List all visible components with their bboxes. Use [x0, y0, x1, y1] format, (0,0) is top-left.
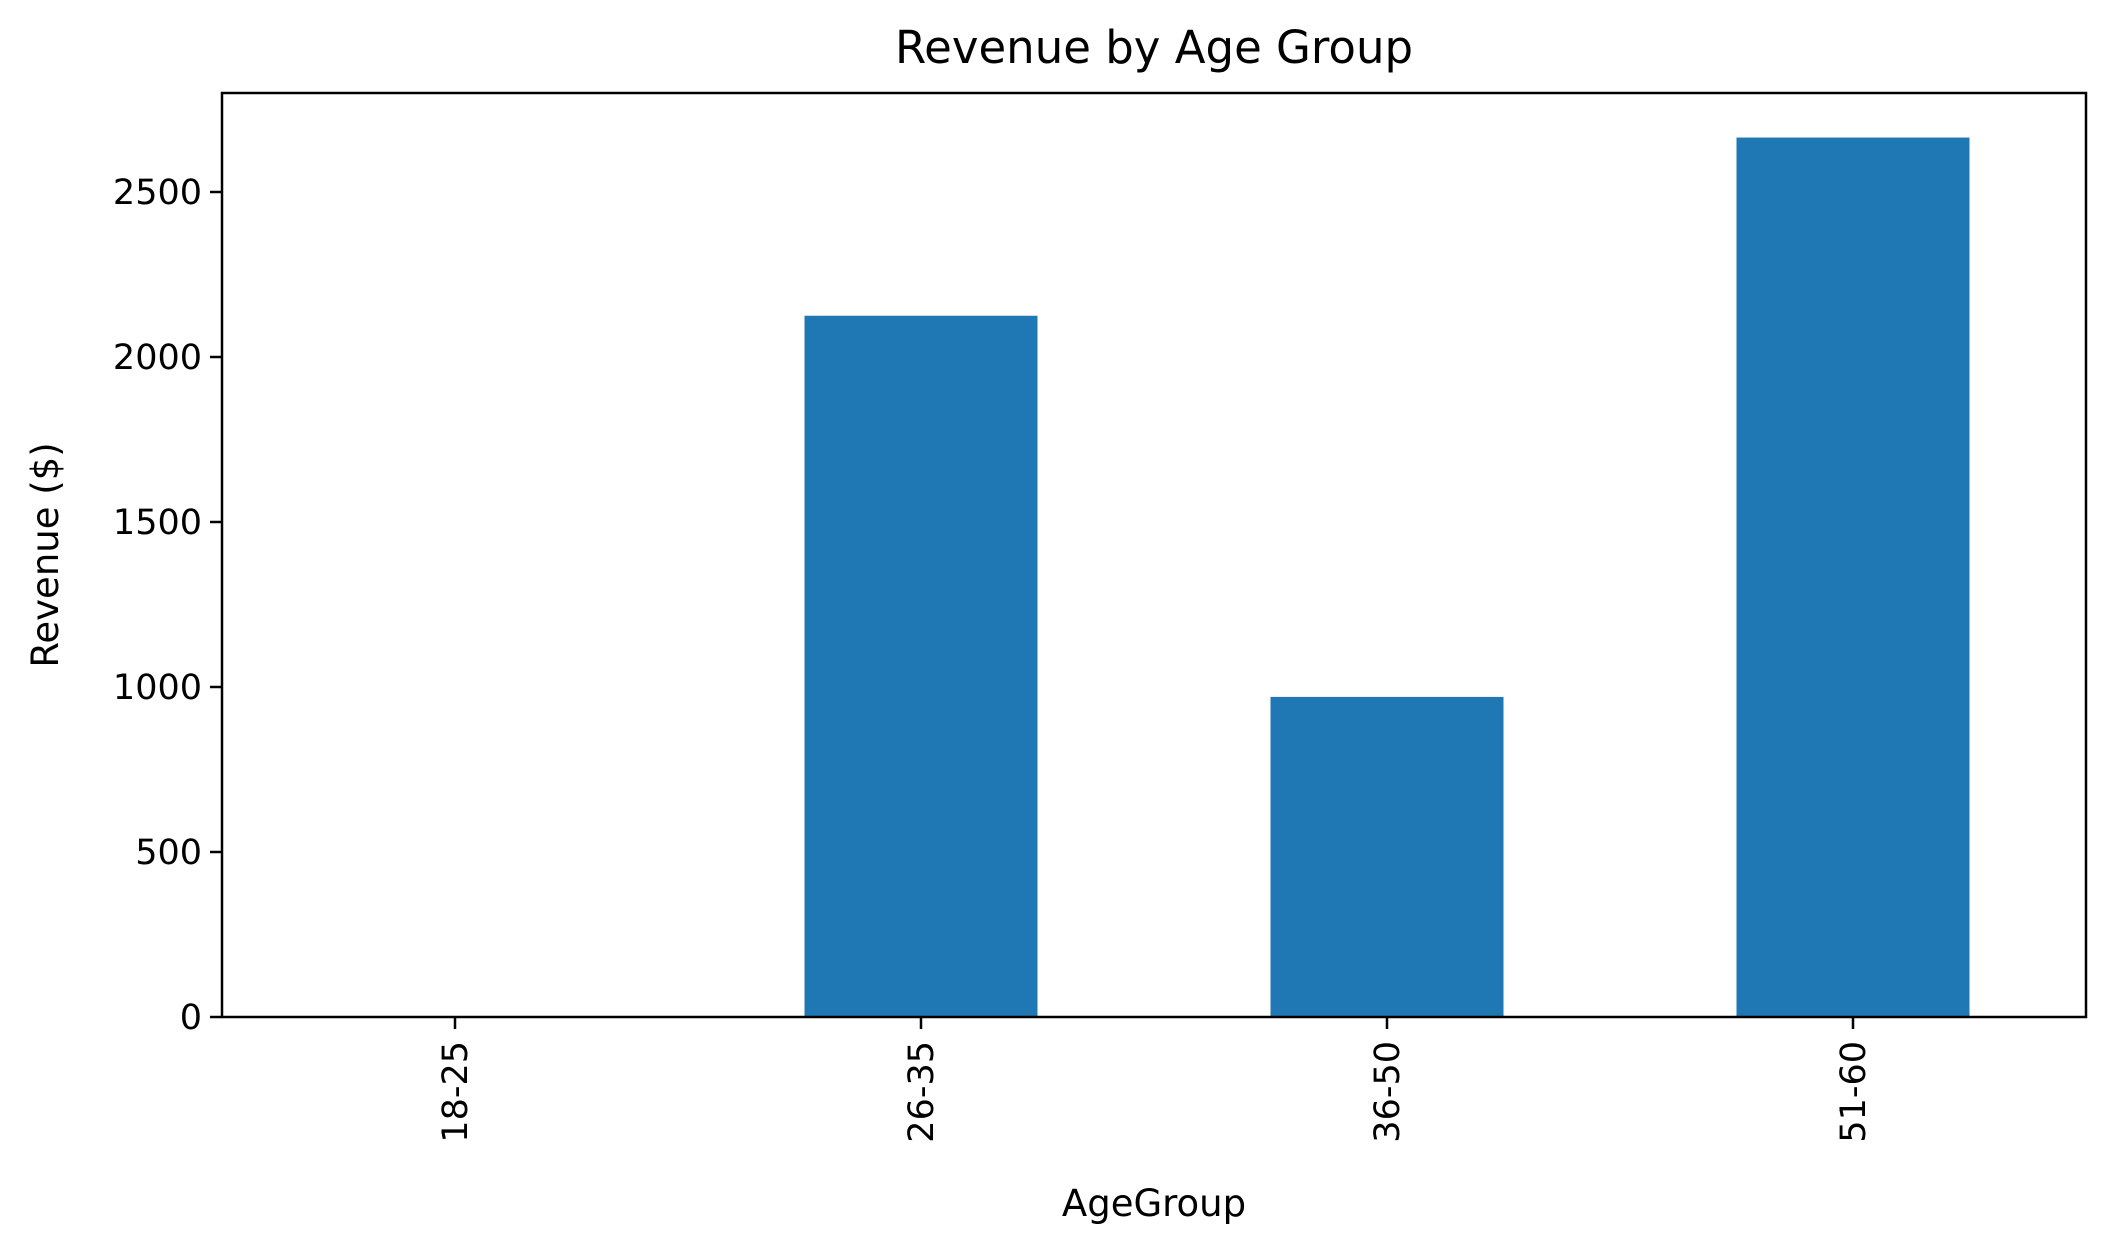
- bar-26-35: [804, 315, 1038, 1017]
- y-tick-label: 0: [180, 998, 202, 1038]
- y-axis-label: Revenue ($): [24, 442, 67, 667]
- plot-area: [804, 137, 1970, 1018]
- y-tick-label: 1000: [113, 668, 202, 708]
- y-tick-label: 2000: [113, 338, 202, 378]
- x-tick-label: 36-50: [1368, 1041, 1408, 1143]
- bar-51-60: [1736, 137, 1970, 1018]
- x-tick-label: 18-25: [436, 1041, 476, 1143]
- y-tick-label: 1500: [113, 503, 202, 543]
- x-axis-label: AgeGroup: [1062, 1182, 1246, 1225]
- chart-title: Revenue by Age Group: [895, 21, 1413, 74]
- x-axis: 18-25 26-35 36-50 51-60: [436, 1017, 1874, 1143]
- bar-36-50: [1270, 696, 1504, 1017]
- y-axis: 0 500 1000 1500 2000 2500: [113, 173, 222, 1038]
- y-tick-label: 2500: [113, 173, 202, 213]
- x-tick-label: 51-60: [1834, 1041, 1874, 1143]
- x-tick-label: 26-35: [902, 1041, 942, 1143]
- y-tick-label: 500: [135, 833, 202, 873]
- plot-frame: [220, 91, 2088, 1019]
